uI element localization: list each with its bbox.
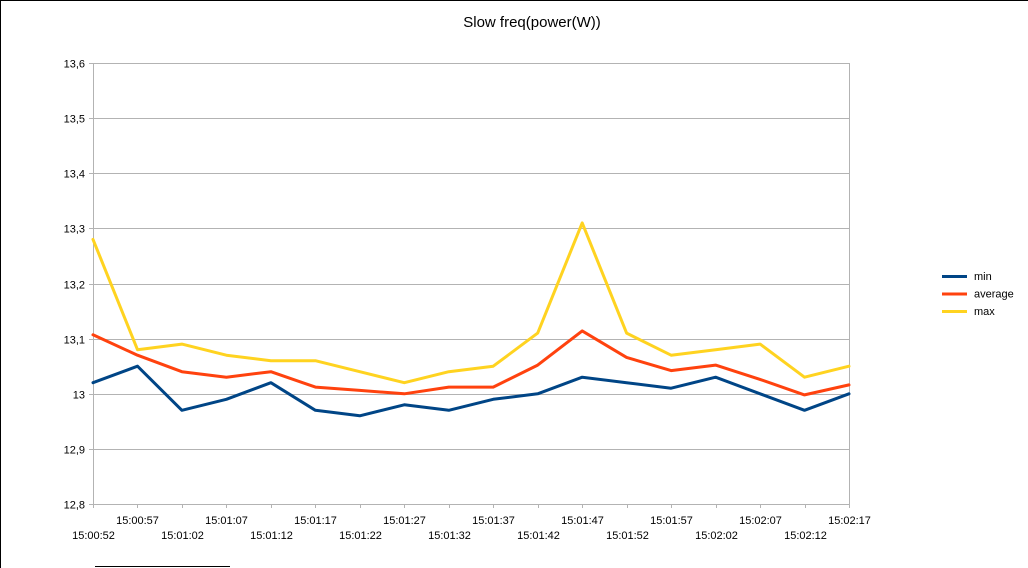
series-line-max bbox=[91, 221, 851, 385]
grid bbox=[93, 63, 849, 505]
y-tick-label: 12,8 bbox=[64, 500, 85, 512]
y-tick-label: 13,5 bbox=[64, 114, 85, 126]
x-tick-label: 15:01:52 bbox=[606, 530, 649, 542]
y-tick-label: 13,3 bbox=[64, 224, 85, 236]
x-tick-label: 15:01:37 bbox=[472, 515, 515, 527]
y-tick-label: 12,9 bbox=[64, 445, 85, 457]
x-tick-label: 15:02:12 bbox=[784, 530, 827, 542]
x-tick-label: 15:01:57 bbox=[650, 515, 693, 527]
x-tick-label: 15:01:42 bbox=[517, 530, 560, 542]
x-tick-label: 15:01:12 bbox=[250, 530, 293, 542]
legend-label-min: min bbox=[974, 271, 992, 283]
x-tick-label: 15:01:22 bbox=[339, 530, 382, 542]
y-tick-label: 13,2 bbox=[64, 280, 85, 292]
series-line-average bbox=[91, 329, 851, 397]
x-axis-tick-labels: 15:00:5215:00:5715:01:0215:01:0715:01:12… bbox=[72, 515, 871, 542]
series-lines bbox=[91, 221, 851, 418]
x-tick-label: 15:02:07 bbox=[739, 515, 782, 527]
x-tick-label: 15:01:02 bbox=[161, 530, 204, 542]
x-tick-label: 15:02:02 bbox=[695, 530, 738, 542]
x-tick-label: 15:01:07 bbox=[205, 515, 248, 527]
y-tick-label: 13,6 bbox=[64, 59, 85, 71]
y-axis-tick-labels: 12,8 12,9 13 13,1 13,2 13,3 13,4 13,5 13,6 bbox=[64, 59, 85, 512]
axes bbox=[89, 63, 850, 508]
x-tick-label: 15:01:27 bbox=[383, 515, 426, 527]
x-tick-label: 15:01:47 bbox=[561, 515, 604, 527]
x-tick-label: 15:02:17 bbox=[828, 515, 871, 527]
legend-label-max: max bbox=[974, 306, 995, 318]
x-tick-label: 15:01:32 bbox=[428, 530, 471, 542]
legend-label-average: average bbox=[974, 289, 1014, 301]
x-tick-label: 15:01:17 bbox=[294, 515, 337, 527]
y-tick-label: 13,4 bbox=[64, 169, 85, 181]
chart-title: Slow freq(power(W)) bbox=[463, 14, 601, 31]
x-tick-label: 15:00:52 bbox=[72, 530, 115, 542]
y-tick-label: 13,1 bbox=[64, 335, 85, 347]
x-tick-label: 15:00:57 bbox=[116, 515, 159, 527]
y-tick-label: 13 bbox=[73, 390, 85, 402]
series-line-min bbox=[91, 364, 851, 418]
legend: min average max bbox=[942, 271, 1014, 318]
